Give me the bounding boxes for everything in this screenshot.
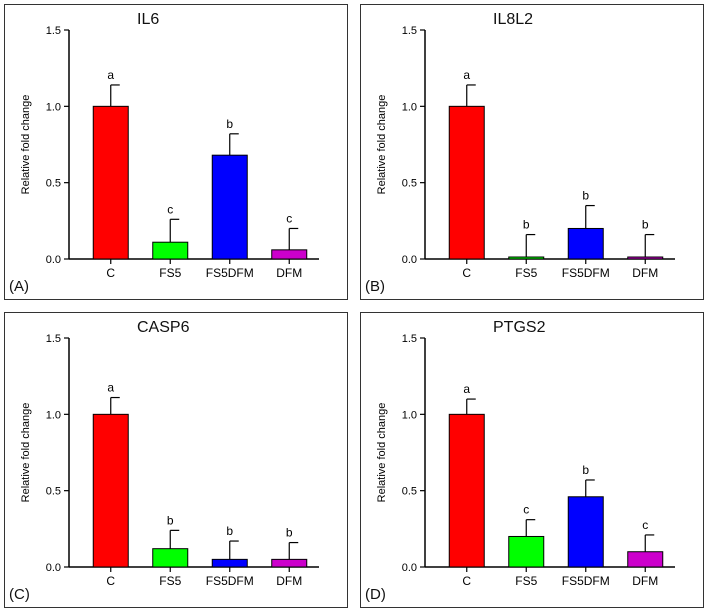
y-tick-label: 1.5: [402, 333, 417, 345]
y-axis-label: Relative fold change: [20, 403, 32, 503]
bar-chart: 0.0 0.5 1.0 1.5 Relative fold change a Cc FS5 b F…: [376, 333, 675, 588]
bar-fs5: [152, 548, 189, 568]
significance-letter: c: [642, 518, 648, 532]
significance-letter: b: [226, 117, 233, 131]
x-tick-label: FS5DFM: [562, 266, 610, 280]
x-tick-label: C: [106, 574, 115, 588]
significance-letter: c: [286, 211, 292, 225]
chart-title: PTGS2: [493, 319, 546, 336]
y-tick-label: 0.5: [46, 486, 61, 498]
bar-fs5: [508, 535, 545, 568]
significance-letter: a: [463, 68, 470, 82]
significance-letter: a: [107, 381, 114, 395]
y-tick-label: 1.0: [402, 101, 417, 113]
y-tick-label: 0.0: [46, 254, 61, 266]
chart-panel-d: PTGS2 (D) 0.0 0.5 1.0 1.5 Relative fold chan…: [360, 312, 704, 608]
y-tick-label: 0.0: [46, 562, 61, 574]
x-tick-label: DFM: [632, 266, 658, 280]
bar-fs5dfm: [567, 227, 604, 260]
bar-fs5: [152, 241, 189, 260]
significance-letter: c: [523, 503, 529, 517]
x-tick-label: C: [106, 266, 115, 280]
x-tick-label: FS5: [515, 266, 537, 280]
bar-chart: 0.0 0.5 1.0 1.5 Relative fold change a Cb FS5 b F…: [20, 333, 319, 588]
bar-fs5dfm: [211, 558, 248, 568]
x-tick-label: FS5: [159, 266, 181, 280]
bar-dfm: [627, 551, 664, 568]
significance-letter: b: [582, 463, 589, 477]
significance-letter: a: [463, 382, 470, 396]
significance-letter: b: [226, 524, 233, 538]
panel-label: (A): [9, 278, 29, 295]
panel-label: (B): [365, 278, 385, 295]
bar-fs5dfm: [211, 154, 248, 260]
chart-panel-b: IL8L2 (B) 0.0 0.5 1.0 1.5 Relative fold chan…: [360, 4, 704, 300]
x-tick-label: FS5: [515, 574, 537, 588]
y-tick-label: 0.5: [402, 486, 417, 498]
x-tick-label: FS5DFM: [206, 266, 254, 280]
y-axis-label: Relative fold change: [20, 95, 32, 195]
x-tick-label: DFM: [632, 574, 658, 588]
panel-label: (D): [365, 586, 386, 603]
y-tick-label: 1.0: [46, 409, 61, 421]
x-tick-label: FS5: [159, 574, 181, 588]
x-tick-label: DFM: [276, 266, 302, 280]
significance-letter: b: [642, 218, 649, 232]
y-axis-label: Relative fold change: [376, 95, 388, 195]
bar-chart: 0.0 0.5 1.0 1.5 Relative fold change a Cb FS5 b F…: [376, 25, 675, 280]
significance-letter: b: [167, 513, 174, 527]
x-tick-label: FS5DFM: [206, 574, 254, 588]
y-tick-label: 1.5: [46, 333, 61, 345]
y-tick-label: 0.5: [402, 178, 417, 190]
x-tick-label: FS5DFM: [562, 574, 610, 588]
bar-c: [448, 105, 485, 260]
y-tick-label: 0.5: [46, 178, 61, 190]
chart-panel-a: IL6 (A) 0.0 0.5 1.0 1.5 Relative fold change…: [4, 4, 348, 300]
significance-letter: b: [286, 526, 293, 540]
chart-title: CASP6: [137, 319, 190, 336]
panel-label: (C): [9, 586, 30, 603]
bar-fs5dfm: [567, 496, 604, 568]
chart-title: IL6: [137, 11, 160, 28]
x-tick-label: C: [462, 574, 471, 588]
y-tick-label: 1.5: [46, 25, 61, 37]
significance-letter: b: [523, 218, 530, 232]
y-tick-label: 1.5: [402, 25, 417, 37]
x-tick-label: DFM: [276, 574, 302, 588]
bar-c: [92, 105, 129, 260]
y-tick-label: 0.0: [402, 562, 417, 574]
bar-c: [92, 413, 129, 568]
bar-dfm: [271, 249, 308, 260]
chart-title: IL8L2: [493, 11, 534, 28]
significance-letter: a: [107, 68, 114, 82]
y-tick-label: 1.0: [46, 101, 61, 113]
significance-letter: b: [582, 189, 589, 203]
y-tick-label: 0.0: [402, 254, 417, 266]
x-tick-label: C: [462, 266, 471, 280]
significance-letter: c: [167, 202, 173, 216]
bar-dfm: [271, 558, 308, 568]
bar-chart: 0.0 0.5 1.0 1.5 Relative fold change a Cc FS5 b F…: [20, 25, 319, 280]
y-tick-label: 1.0: [402, 409, 417, 421]
chart-panel-c: CASP6 (C) 0.0 0.5 1.0 1.5 Relative fold chan…: [4, 312, 348, 608]
bar-c: [448, 413, 485, 568]
y-axis-label: Relative fold change: [376, 403, 388, 503]
